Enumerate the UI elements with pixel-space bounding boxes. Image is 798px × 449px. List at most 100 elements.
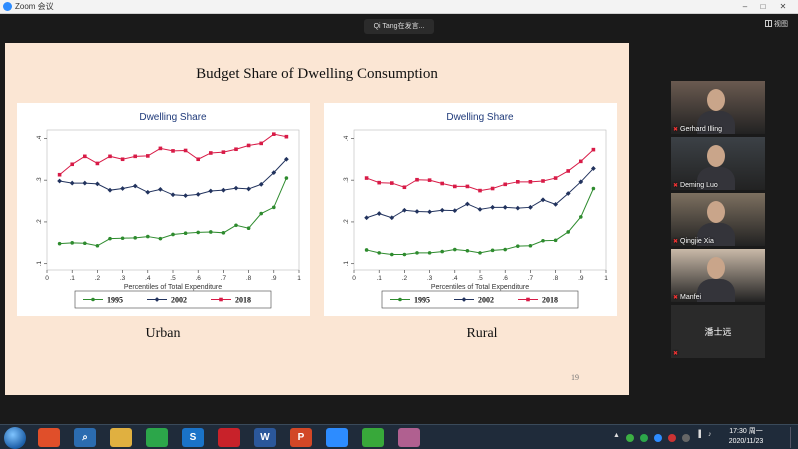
data-point-2018 bbox=[70, 162, 74, 167]
taskbar-clock[interactable]: 17:30 周一 2020/11/23 bbox=[722, 427, 770, 447]
x-tick-label: .6 bbox=[502, 275, 508, 282]
participant-tile-qingjie[interactable]: ✖ Qingjie Xia bbox=[671, 193, 765, 246]
minimize-button[interactable]: – bbox=[742, 2, 748, 11]
refresh-app-taskbar-icon[interactable] bbox=[362, 428, 384, 447]
paint-app-taskbar-icon[interactable] bbox=[398, 428, 420, 447]
legend-label-2018: 2018 bbox=[235, 296, 251, 305]
data-point-2018 bbox=[490, 186, 495, 191]
participant-silhouette bbox=[697, 223, 735, 246]
show-desktop-button[interactable] bbox=[790, 427, 796, 448]
data-point-2018 bbox=[120, 157, 125, 162]
data-point-2018 bbox=[478, 188, 482, 193]
windows-start-button[interactable] bbox=[4, 427, 26, 449]
data-point-2002 bbox=[82, 180, 88, 186]
pdf-reader-taskbar-icon[interactable] bbox=[218, 428, 240, 447]
data-point-2002 bbox=[414, 209, 420, 214]
data-point-2018 bbox=[377, 180, 381, 185]
x-tick-label: .9 bbox=[271, 275, 277, 282]
participant-name-center: 潘士远 bbox=[704, 327, 732, 337]
mic-muted-icon: ✖ bbox=[673, 351, 679, 357]
sogou-taskbar-icon[interactable]: S bbox=[182, 428, 204, 447]
tray-display-icon[interactable] bbox=[682, 434, 690, 442]
legend-marker-2018 bbox=[219, 297, 223, 302]
x-tick-label: .4 bbox=[452, 275, 458, 282]
tray-zoom-icon[interactable] bbox=[654, 434, 662, 442]
data-point-2002 bbox=[145, 189, 151, 195]
tray-app-icon[interactable] bbox=[626, 434, 634, 442]
network-icon[interactable]: ▐ bbox=[696, 431, 701, 438]
participant-tile-panshiyuan[interactable]: 潘士远 ✖ bbox=[671, 305, 765, 358]
rural-panel-label: Rural bbox=[466, 326, 498, 341]
data-point-1995 bbox=[553, 238, 558, 243]
data-point-2018 bbox=[553, 176, 558, 180]
data-point-2018 bbox=[284, 134, 289, 139]
gallery-view-button[interactable]: 视图 bbox=[765, 19, 795, 31]
x-tick-label: .7 bbox=[528, 275, 534, 282]
gallery-view-label: 视图 bbox=[774, 21, 788, 28]
data-point-2002 bbox=[195, 191, 201, 197]
participant-tile-manfei[interactable]: ✖ Manfei bbox=[671, 249, 765, 302]
data-point-2018 bbox=[566, 169, 570, 173]
chart-title: Dwelling Share bbox=[139, 112, 207, 123]
word-taskbar-icon[interactable]: W bbox=[254, 428, 276, 447]
data-point-2002 bbox=[465, 201, 470, 207]
data-point-1995 bbox=[209, 230, 213, 234]
data-point-1995 bbox=[465, 248, 470, 253]
x-tick-label: .3 bbox=[427, 275, 433, 282]
data-point-2018 bbox=[516, 180, 520, 184]
data-point-2002 bbox=[158, 186, 163, 192]
data-point-2018 bbox=[415, 177, 419, 182]
y-tick-label: .4 bbox=[343, 135, 350, 141]
data-point-2002 bbox=[107, 187, 113, 193]
participant-silhouette bbox=[697, 167, 735, 190]
plot-frame bbox=[353, 129, 607, 271]
data-point-2018 bbox=[183, 148, 188, 153]
data-point-2018 bbox=[453, 184, 457, 189]
data-point-1995 bbox=[108, 236, 112, 241]
data-point-1995 bbox=[259, 211, 263, 216]
participant-silhouette bbox=[697, 279, 735, 302]
rural-chart: Dwelling Share .1 .2 .3 .4 0 .1 .2 .3 .4 .5 .6 .7 .8.… bbox=[324, 103, 617, 316]
data-point-2002 bbox=[502, 204, 508, 210]
data-point-1995 bbox=[364, 248, 369, 252]
y-tick-label: .4 bbox=[36, 135, 43, 141]
tray-expand-icon[interactable]: ▲ bbox=[613, 432, 620, 439]
participant-video bbox=[671, 193, 765, 246]
tray-wechat-icon[interactable] bbox=[640, 434, 648, 442]
volume-icon[interactable]: ♪ bbox=[708, 431, 712, 438]
powerpoint-taskbar-icon[interactable]: P bbox=[290, 428, 312, 447]
participant-video bbox=[671, 81, 765, 134]
data-point-2002 bbox=[490, 204, 495, 210]
x-tick-label: 0 bbox=[352, 275, 356, 282]
data-point-2002 bbox=[233, 185, 239, 191]
data-point-2018 bbox=[83, 154, 87, 159]
data-point-2002 bbox=[57, 178, 62, 184]
active-speaker-indicator: Qi Tang在发言... bbox=[364, 19, 434, 34]
data-point-2018 bbox=[579, 159, 583, 164]
participant-silhouette bbox=[707, 89, 725, 111]
participant-tile-gerhard[interactable]: ✖ Gerhard Illing bbox=[671, 81, 765, 134]
legend-marker-1995 bbox=[398, 297, 402, 302]
data-point-2002 bbox=[553, 201, 558, 207]
data-point-2002 bbox=[578, 179, 584, 185]
window-titlebar: Zoom 会议 – □ ✕ bbox=[0, 0, 798, 14]
data-point-2002 bbox=[389, 215, 395, 221]
zoom-taskbar-icon[interactable] bbox=[326, 428, 348, 447]
pinwheel-taskbar-icon[interactable] bbox=[38, 428, 60, 447]
close-button[interactable]: ✕ bbox=[779, 2, 787, 11]
y-tick-label: .3 bbox=[343, 177, 350, 183]
wechat-taskbar-icon[interactable] bbox=[146, 428, 168, 447]
data-point-2018 bbox=[503, 182, 507, 187]
legend-label-2018: 2018 bbox=[542, 296, 558, 305]
file-explorer-taskbar-icon[interactable] bbox=[110, 428, 132, 447]
x-tick-label: .1 bbox=[69, 275, 75, 282]
maximize-button[interactable]: □ bbox=[760, 2, 766, 11]
data-point-2002 bbox=[271, 170, 277, 176]
tray-app-icon[interactable] bbox=[668, 434, 676, 442]
search-taskbar-icon[interactable]: ⌕ bbox=[74, 428, 96, 447]
data-point-2002 bbox=[376, 211, 382, 216]
data-point-1995 bbox=[478, 251, 482, 255]
data-point-2018 bbox=[364, 176, 369, 180]
participant-tile-deming[interactable]: ✖ Deming Luo bbox=[671, 137, 765, 190]
x-tick-label: .2 bbox=[95, 275, 101, 282]
